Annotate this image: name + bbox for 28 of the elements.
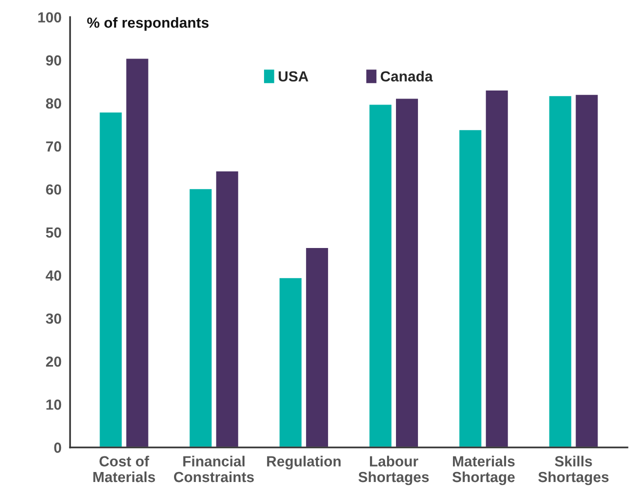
y-tick-label: 100 <box>38 12 62 23</box>
bar <box>188 188 214 448</box>
y-tick-label: 0 <box>54 442 62 453</box>
x-tick-label: Materials Shortage <box>452 456 515 486</box>
bar <box>484 89 510 448</box>
y-tick-label: 60 <box>46 184 62 195</box>
bar <box>574 93 600 448</box>
bar <box>98 111 124 448</box>
y-tick-label: 70 <box>46 141 62 152</box>
y-tick-label: 40 <box>46 270 62 281</box>
y-tick-label: 50 <box>46 227 62 238</box>
bar <box>458 128 483 448</box>
y-tick-label: 80 <box>46 98 62 109</box>
x-tick-label: Regulation <box>267 456 341 470</box>
x-tick-label: Cost of Materials <box>93 456 156 482</box>
x-tick-label: Skills Shortages <box>538 456 609 486</box>
bar <box>214 170 240 448</box>
y-tick-label: 10 <box>46 400 62 410</box>
y-tick-label: 20 <box>46 356 62 367</box>
bar <box>548 94 573 448</box>
x-tick-label: Labour Shortages <box>358 456 429 486</box>
legend-label: Canada <box>380 70 433 82</box>
bar <box>124 57 150 448</box>
y-tick-label: 90 <box>46 55 62 66</box>
x-tick-label: Financial Constraints <box>174 456 254 482</box>
y-tick-label: 30 <box>46 313 62 324</box>
legend-label: USA <box>278 71 308 82</box>
y-axis-title: % of respondants <box>87 17 209 31</box>
